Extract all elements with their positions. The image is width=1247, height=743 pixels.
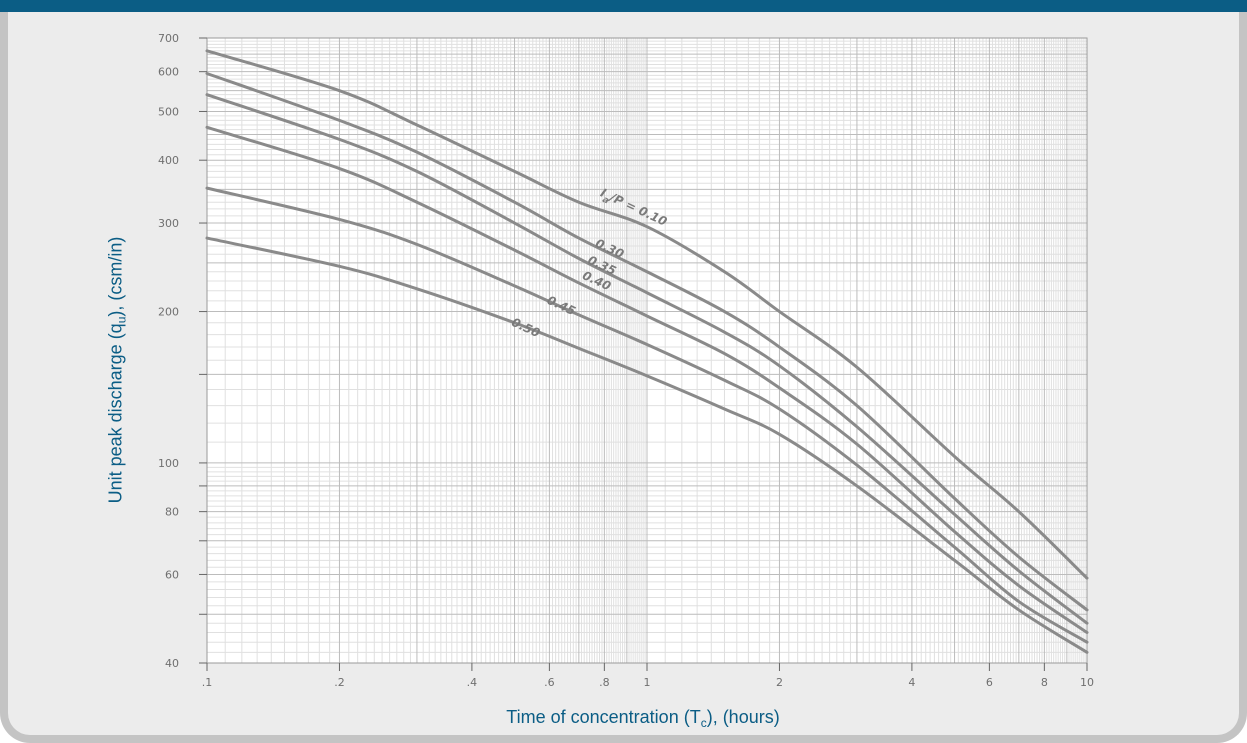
x-tick-label: .6 — [544, 676, 555, 689]
curve-ia-p-0-45 — [205, 186, 1089, 644]
x-tick-label: 4 — [908, 676, 915, 689]
x-tick-label: 2 — [776, 676, 783, 689]
curve-ia-p-0-40 — [205, 125, 1089, 634]
curve-ia-p-0-35 — [205, 93, 1089, 625]
curve-ia-p-0-10 — [205, 49, 1089, 580]
y-tick-label: 40 — [165, 657, 179, 670]
x-tick-label: .1 — [202, 676, 213, 689]
x-tick-label: 10 — [1080, 676, 1094, 689]
x-tick-label: 8 — [1041, 676, 1048, 689]
x-tick-label: .8 — [599, 676, 610, 689]
curve-ia-p-0-30 — [205, 71, 1089, 612]
y-tick-label: 400 — [158, 154, 179, 167]
y-tick-label: 700 — [158, 32, 179, 45]
x-tick-label: 6 — [986, 676, 993, 689]
y-tick-label: 100 — [158, 457, 179, 470]
x-tick-label: .4 — [467, 676, 478, 689]
y-tick-label: 500 — [158, 105, 179, 118]
y-tick-label: 60 — [165, 568, 179, 581]
y-axis-title: Unit peak discharge (qu), (csm/in) — [105, 236, 129, 504]
axis-ticks: .1 .2 .4 .6 .8 1 2 4 6 8 10 40 60 80 100 200 300 400 500 60… — [158, 32, 1094, 689]
x-tick-label: 1 — [644, 676, 651, 689]
major-grid — [207, 38, 1088, 663]
y-tick-label: 300 — [158, 217, 179, 230]
y-tick-label: 80 — [165, 506, 179, 519]
y-tick-label: 200 — [158, 306, 179, 319]
x-axis-title: Time of concentration (Tc), (hours) — [506, 707, 780, 730]
x-tick-label: .2 — [334, 676, 345, 689]
y-tick-label: 600 — [158, 66, 179, 79]
minor-grid — [207, 38, 1087, 663]
curve-ia-p-0-50 — [205, 236, 1089, 654]
curves — [205, 49, 1089, 654]
header-bar — [0, 0, 1247, 12]
